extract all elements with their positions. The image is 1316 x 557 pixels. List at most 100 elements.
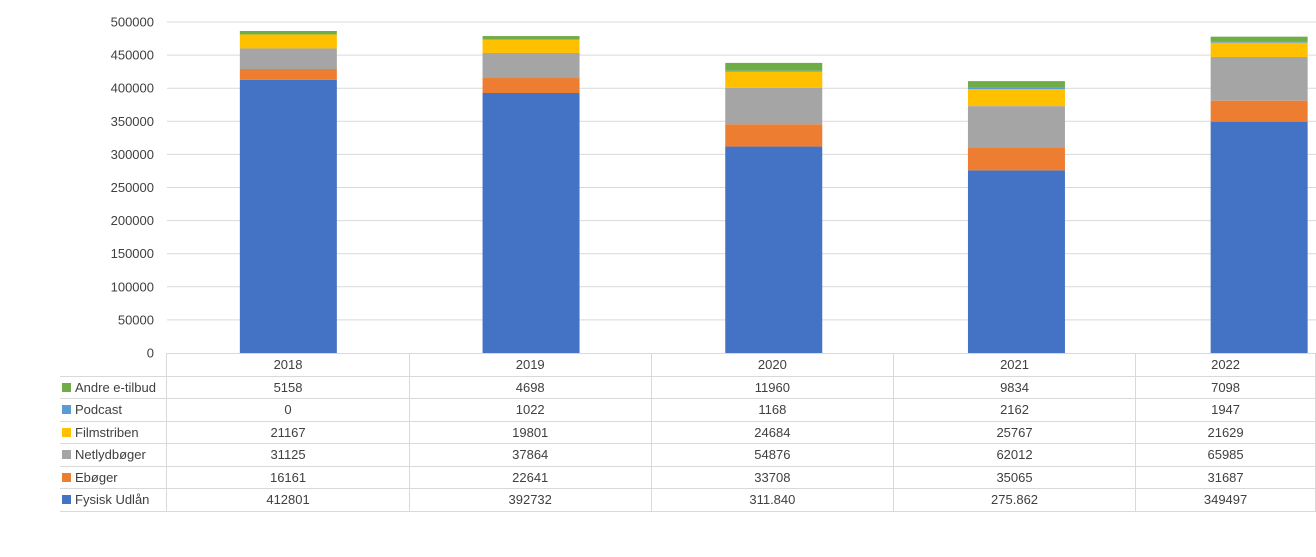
legend-swatch [62,472,71,482]
series-name: Filmstriben [75,424,139,440]
y-tick-label: 100000 [111,279,154,294]
table-row: Andre e-tilbud 5158 4698 11960 9834 7098 [60,375,1316,399]
data-label: 311.840 [650,488,894,512]
data-label: 349497 [1135,488,1316,512]
legend-entry: Podcast [60,398,168,422]
series-name: Podcast [75,402,122,418]
legend-entry: Andre e-tilbud [60,375,168,399]
bar-segment-2021-4 [967,87,1065,90]
bar-segment-2018-0 [239,79,337,353]
x-tick-label: 2022 [1135,353,1316,377]
data-label: 412801 [166,488,410,512]
bar-segment-2021-5 [967,81,1065,88]
data-label: 1022 [408,398,652,422]
bar-segment-2018-1 [239,69,337,80]
bar-segment-2022-2 [1210,56,1308,101]
bar-segment-2021-2 [967,106,1065,148]
data-label: 65985 [1135,443,1316,467]
bar-segment-2020-2 [725,87,823,125]
bar-segment-2018-3 [239,34,337,49]
data-label: 9834 [892,375,1137,399]
y-tick-label: 500000 [111,15,154,30]
table-row: Fysisk Udlån 412801 392732 311.840 275.862 34… [60,488,1316,512]
table-row: Filmstriben 21167 19801 24684 25767 21629 [60,420,1316,444]
bar-segment-2020-3 [725,71,823,88]
bar-segment-2022-0 [1210,121,1308,353]
bar-segment-2021-0 [967,170,1065,353]
bar-segment-2019-0 [482,93,580,353]
bar-segment-2020-0 [725,146,823,353]
table-row: Podcast 0 1022 1168 2162 1947 [60,398,1316,422]
data-label: 35065 [892,465,1137,489]
bar-segment-2021-1 [967,147,1065,171]
bar-segment-2019-2 [482,52,580,79]
bar-segment-2018-2 [239,48,337,70]
legend-swatch [62,427,71,437]
y-tick-label: 250000 [111,180,154,195]
bar-segment-2022-3 [1210,42,1308,57]
data-label: 62012 [892,443,1137,467]
data-label: 31125 [166,443,410,467]
x-tick-label: 2021 [892,353,1137,377]
series-name: Netlydbøger [75,447,146,463]
data-label: 7098 [1135,375,1316,399]
y-tick-label: 50000 [118,312,154,327]
y-tick-label: 350000 [111,114,154,129]
table-row: Netlydbøger 31125 37864 54876 62012 65985 [60,443,1316,467]
series-name: Ebøger [75,469,118,485]
table-header-row: 2018 2019 2020 2021 2022 [60,353,1316,377]
legend-entry: Netlydbøger [60,443,168,467]
data-label: 11960 [650,375,894,399]
data-label: 21629 [1135,420,1316,444]
y-tick-label: 400000 [111,81,154,96]
legend-swatch [62,495,71,505]
legend-entry: Fysisk Udlån [60,488,168,512]
x-tick-label: 2020 [650,353,894,377]
bar-segment-2022-4 [1210,41,1308,43]
data-label: 21167 [166,420,410,444]
data-label: 392732 [408,488,652,512]
bar-segment-2020-5 [725,62,823,71]
y-tick-label: 300000 [111,147,154,162]
legend-swatch [62,450,71,460]
data-label: 275.862 [892,488,1137,512]
bar-segment-2019-3 [482,39,580,53]
data-label: 31687 [1135,465,1316,489]
data-label: 19801 [408,420,652,444]
bar-stacks [239,30,1308,353]
bar-segment-2020-4 [725,70,823,72]
y-tick-label: 450000 [111,48,154,63]
data-label: 4698 [408,375,652,399]
bar-segment-2019-5 [482,36,580,40]
bar-segment-2018-5 [239,30,337,35]
bar-segment-2021-3 [967,89,1065,107]
data-label: 37864 [408,443,652,467]
table-corner [60,353,168,376]
data-label: 33708 [650,465,894,489]
x-tick-label: 2018 [166,353,410,377]
data-label: 5158 [166,375,410,399]
data-label: 54876 [650,443,894,467]
data-label: 25767 [892,420,1137,444]
x-tick-label: 2019 [408,353,652,377]
data-table: 2018 2019 2020 2021 2022 Andre e-tilbud 5158 46… [60,353,1316,512]
bar-segment-2019-4 [482,39,580,40]
table-row: Ebøger 16161 22641 33708 35065 31687 [60,465,1316,489]
data-label: 16161 [166,465,410,489]
series-name: Fysisk Udlån [75,492,150,508]
legend-swatch [62,382,71,392]
data-label: 0 [166,398,410,422]
bar-segment-2022-5 [1210,36,1308,42]
legend-entry: Ebøger [60,465,168,489]
bar-segment-2020-1 [725,124,823,147]
bar-segment-2019-1 [482,78,580,94]
y-tick-label: 200000 [111,213,154,228]
data-label: 1168 [650,398,894,422]
y-tick-label: 150000 [111,246,154,261]
data-label: 2162 [892,398,1137,422]
data-label: 1947 [1135,398,1316,422]
legend-entry: Filmstriben [60,420,168,444]
bar-segment-2022-1 [1210,100,1308,122]
y-axis-tick-labels: 0 50000 100000 150000 200000 250000 300000 3500… [111,15,154,361]
